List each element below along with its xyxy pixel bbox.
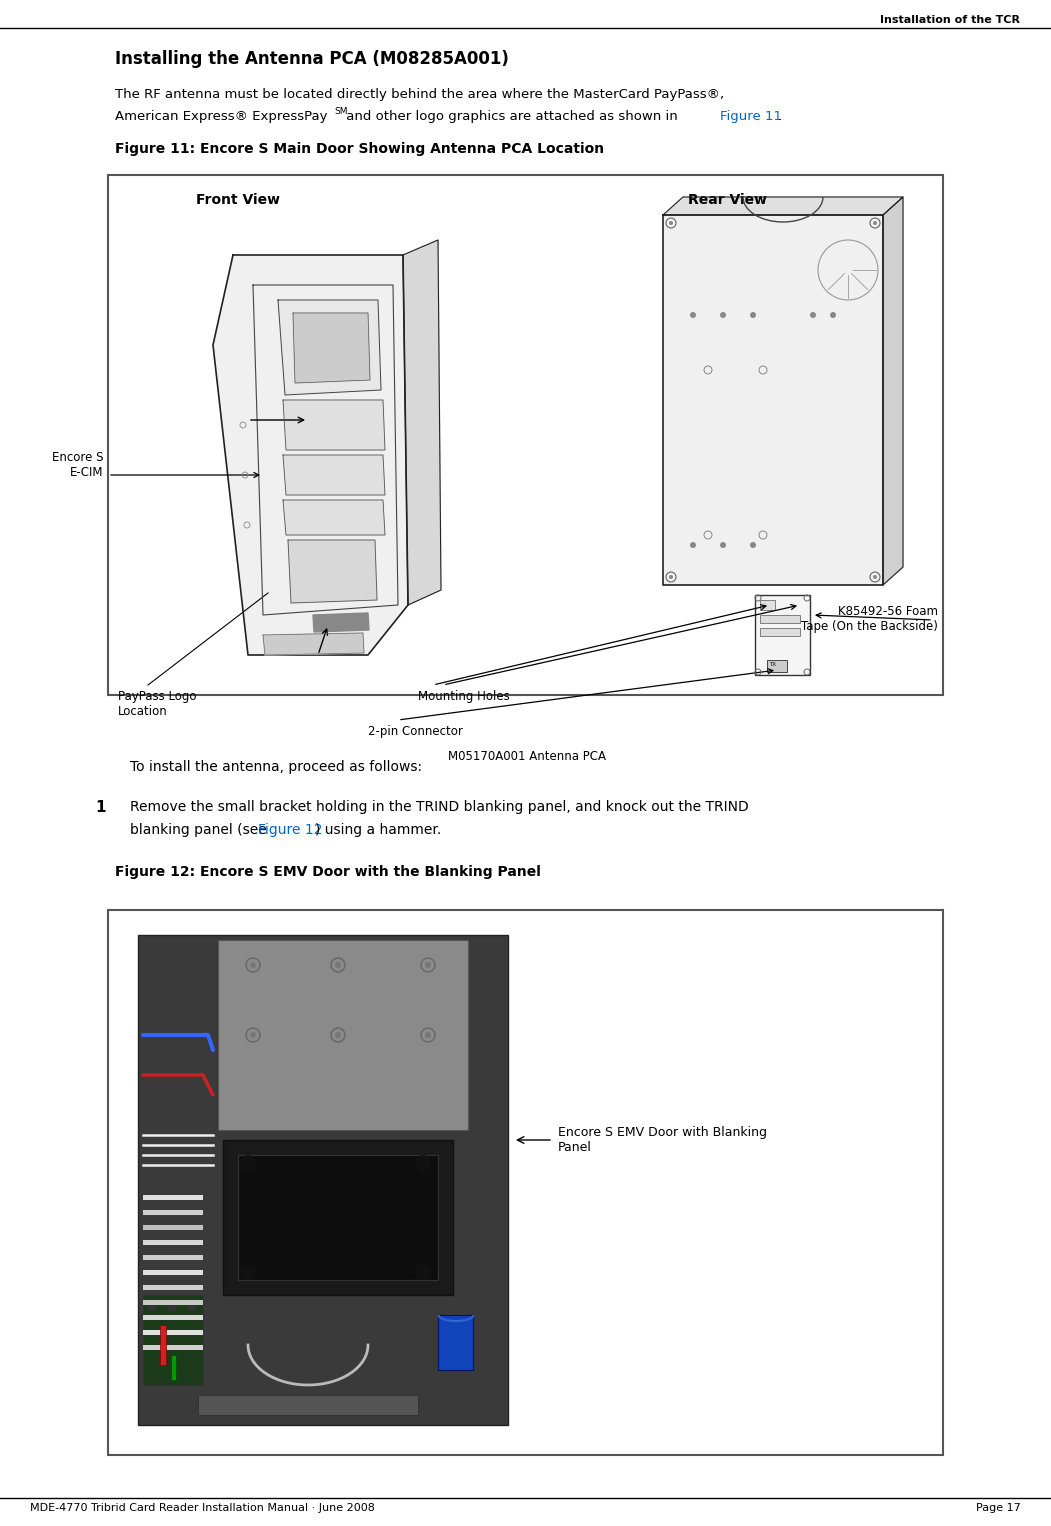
- Bar: [223, 1140, 453, 1296]
- Text: Encore S
E-CIM: Encore S E-CIM: [51, 452, 103, 479]
- Polygon shape: [663, 215, 883, 584]
- Circle shape: [669, 221, 673, 224]
- Bar: [788, 465, 853, 525]
- Polygon shape: [279, 301, 382, 395]
- Text: Figure 12: Encore S EMV Door with the Blanking Panel: Figure 12: Encore S EMV Door with the Bl…: [115, 865, 541, 879]
- Circle shape: [669, 575, 673, 578]
- Bar: [143, 1241, 203, 1245]
- Text: American Express® ExpressPay: American Express® ExpressPay: [115, 110, 328, 124]
- Text: Figure 12: Figure 12: [257, 823, 323, 836]
- Text: Rear View: Rear View: [688, 192, 767, 208]
- Text: Figure 11: Figure 11: [720, 110, 782, 124]
- Bar: [108, 175, 943, 694]
- Bar: [238, 1155, 438, 1280]
- Text: Page 17: Page 17: [976, 1503, 1021, 1512]
- Circle shape: [720, 542, 726, 548]
- Bar: [673, 224, 873, 575]
- Bar: [143, 1331, 203, 1335]
- Bar: [218, 940, 468, 1129]
- Bar: [198, 1395, 418, 1415]
- Text: Encore S EMV Door with Blanking
Panel: Encore S EMV Door with Blanking Panel: [558, 1126, 767, 1154]
- Text: PayPass Logo
Location: PayPass Logo Location: [118, 690, 197, 719]
- Bar: [160, 1325, 166, 1364]
- Polygon shape: [288, 540, 377, 603]
- Bar: [760, 600, 775, 610]
- Text: The RF antenna must be located directly behind the area where the MasterCard Pay: The RF antenna must be located directly …: [115, 89, 724, 101]
- Text: ) using a hammer.: ) using a hammer.: [315, 823, 441, 836]
- Text: 1: 1: [95, 800, 105, 815]
- Circle shape: [335, 1032, 341, 1038]
- Circle shape: [335, 961, 341, 967]
- Bar: [188, 1305, 195, 1311]
- Bar: [143, 1254, 203, 1260]
- Bar: [143, 1300, 203, 1305]
- Polygon shape: [293, 313, 370, 383]
- Bar: [108, 909, 943, 1454]
- Bar: [143, 1225, 203, 1230]
- Bar: [438, 1315, 473, 1370]
- Bar: [143, 1315, 203, 1320]
- Circle shape: [425, 1032, 431, 1038]
- Bar: [143, 1210, 203, 1215]
- Bar: [143, 1270, 203, 1276]
- Bar: [683, 235, 863, 365]
- Circle shape: [810, 311, 816, 317]
- Circle shape: [415, 1155, 431, 1170]
- Circle shape: [250, 961, 256, 967]
- Text: Front View: Front View: [195, 192, 280, 208]
- Polygon shape: [663, 197, 903, 215]
- Circle shape: [873, 221, 877, 224]
- Polygon shape: [283, 455, 385, 494]
- Circle shape: [415, 1264, 431, 1280]
- Circle shape: [691, 542, 696, 548]
- Polygon shape: [313, 613, 369, 632]
- Text: blanking panel (see: blanking panel (see: [130, 823, 271, 836]
- Bar: [683, 465, 772, 525]
- Polygon shape: [283, 400, 385, 450]
- Polygon shape: [883, 197, 903, 584]
- Text: MDE-4770 Tribrid Card Reader Installation Manual · June 2008: MDE-4770 Tribrid Card Reader Installatio…: [30, 1503, 375, 1512]
- Text: Remove the small bracket holding in the TRIND blanking panel, and knock out the : Remove the small bracket holding in the …: [130, 800, 748, 813]
- Text: Installation of the TCR: Installation of the TCR: [880, 15, 1021, 24]
- Text: K85492-56 Foam
Tape (On the Backside): K85492-56 Foam Tape (On the Backside): [801, 604, 937, 633]
- Text: 2-pin Connector: 2-pin Connector: [368, 725, 462, 739]
- Text: Figure 11: Encore S Main Door Showing Antenna PCA Location: Figure 11: Encore S Main Door Showing An…: [115, 142, 604, 156]
- Circle shape: [750, 542, 756, 548]
- Bar: [138, 935, 508, 1425]
- Bar: [760, 629, 800, 636]
- Circle shape: [240, 1155, 256, 1170]
- Text: .: .: [778, 110, 782, 124]
- Circle shape: [750, 311, 756, 317]
- Text: and other logo graphics are attached as shown in: and other logo graphics are attached as …: [342, 110, 682, 124]
- Bar: [168, 1305, 176, 1311]
- Text: TX: TX: [769, 662, 776, 667]
- Bar: [683, 375, 772, 455]
- Text: M05170A001 Antenna PCA: M05170A001 Antenna PCA: [448, 749, 606, 763]
- Polygon shape: [403, 240, 441, 604]
- Polygon shape: [263, 633, 364, 655]
- Text: Installing the Antenna PCA (M08285A001): Installing the Antenna PCA (M08285A001): [115, 50, 509, 69]
- Bar: [148, 1305, 156, 1311]
- Bar: [760, 615, 800, 623]
- Circle shape: [720, 311, 726, 317]
- Circle shape: [425, 961, 431, 967]
- Bar: [767, 661, 787, 671]
- Circle shape: [830, 311, 836, 317]
- Text: SM: SM: [334, 107, 348, 116]
- Bar: [171, 1355, 176, 1380]
- Circle shape: [691, 311, 696, 317]
- Circle shape: [250, 1032, 256, 1038]
- Bar: [143, 1296, 203, 1386]
- Bar: [143, 1195, 203, 1199]
- Text: To install the antenna, proceed as follows:: To install the antenna, proceed as follo…: [130, 760, 423, 774]
- Circle shape: [873, 575, 877, 578]
- Bar: [788, 375, 853, 455]
- Circle shape: [240, 1264, 256, 1280]
- Polygon shape: [213, 255, 408, 655]
- Bar: [143, 1285, 203, 1289]
- Text: Mounting Holes: Mounting Holes: [418, 690, 510, 703]
- Bar: [143, 1344, 203, 1351]
- Bar: [755, 595, 810, 674]
- Polygon shape: [283, 501, 385, 536]
